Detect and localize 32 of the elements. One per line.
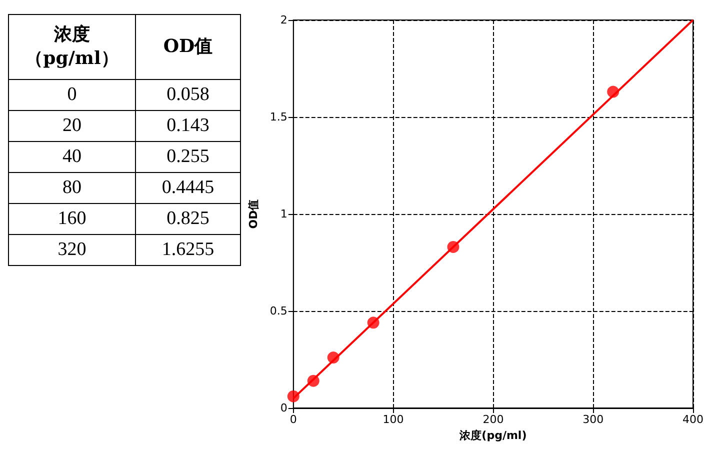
- x-tick-label: 200: [482, 413, 504, 426]
- text: 0.143: [136, 110, 240, 142]
- text: OD值: [136, 14, 240, 80]
- y-tick-label: 2: [280, 14, 288, 26]
- text: 20: [8, 110, 136, 142]
- text: 0.825: [136, 204, 240, 234]
- text: 1.6255: [136, 234, 240, 266]
- x-tick-label: 300: [582, 413, 604, 426]
- text: 40: [8, 142, 136, 172]
- x-tick-label: 0: [290, 413, 297, 426]
- point: [607, 86, 620, 98]
- y-tick-label: 0: [280, 402, 288, 414]
- point: [447, 240, 460, 253]
- y-tick-label: 1.5: [270, 110, 288, 124]
- x-tick-label: 400: [682, 413, 704, 426]
- text: 0.4445: [136, 172, 240, 204]
- point: [367, 316, 380, 329]
- text: 0.058: [136, 80, 240, 110]
- text: 0.255: [136, 142, 240, 172]
- text: 浓度（pg/ml）: [8, 14, 136, 80]
- text: 320: [8, 234, 136, 266]
- point: [327, 352, 340, 364]
- y-tick-label: 1: [280, 208, 288, 220]
- point: [287, 390, 300, 402]
- point: [307, 374, 320, 387]
- text: 160: [8, 204, 136, 234]
- text: 80: [8, 172, 136, 204]
- text: 0: [8, 80, 136, 110]
- x-axis-title: 浓度(pg/ml): [458, 428, 527, 442]
- y-axis-title: OD值: [247, 199, 260, 229]
- y-tick-label: 0.5: [270, 304, 288, 318]
- x-tick-label: 100: [382, 413, 404, 426]
